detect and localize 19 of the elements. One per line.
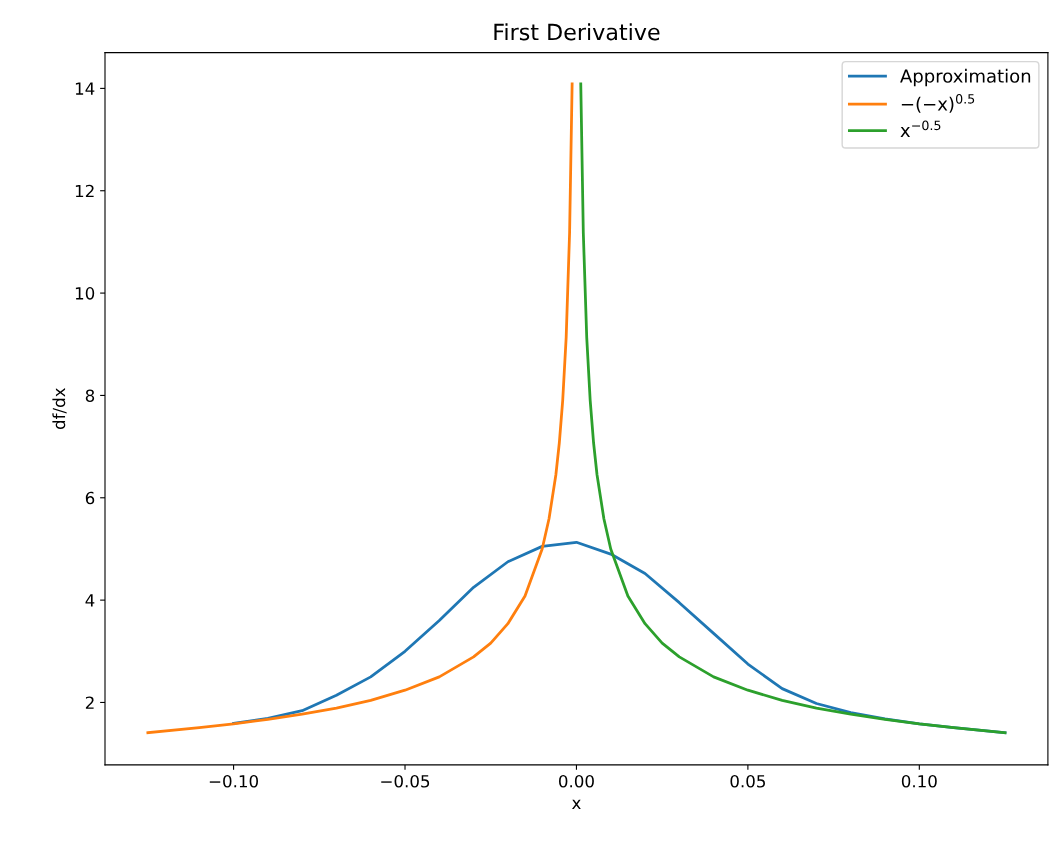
y-tick-label: 2 — [85, 696, 94, 709]
y-tick-label: 12 — [75, 184, 94, 198]
x-tick-label: −0.05 — [381, 774, 430, 788]
y-axis-title: df/dx — [52, 388, 67, 430]
x-tick-label: 0.10 — [901, 774, 937, 788]
x-tick-label: −0.10 — [209, 774, 259, 788]
x-tick-label: 0.00 — [558, 774, 594, 788]
chart-title: First Derivative — [494, 23, 660, 41]
line-series — [146, 82, 574, 735]
legend-label: −(−x)$^{0.5}$ — [901, 94, 975, 113]
legend-label: Approximation — [900, 68, 1031, 87]
x-tick-label: 0.05 — [730, 774, 765, 788]
y-tick-label: 14 — [75, 82, 95, 95]
x-axis-title: x — [572, 799, 581, 809]
legend-label: x$^{−0.5}$ — [900, 120, 941, 137]
y-tick-label: 4 — [85, 594, 95, 607]
y-tick-label: 10 — [75, 287, 95, 300]
y-tick-label: 6 — [85, 491, 95, 505]
y-tick-label: 8 — [85, 389, 95, 402]
